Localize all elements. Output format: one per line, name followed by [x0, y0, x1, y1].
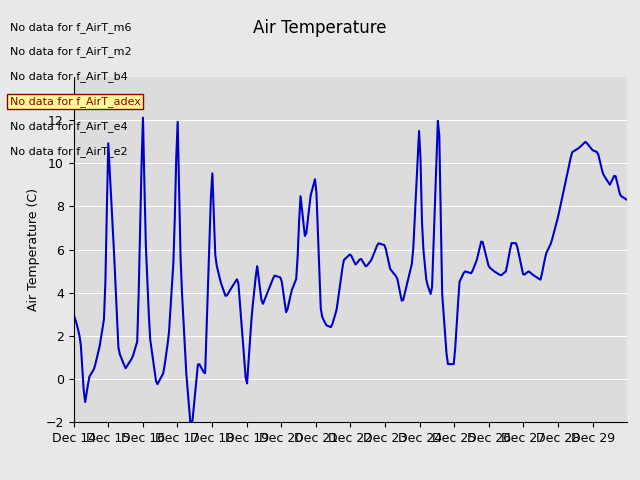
Text: No data for f_AirT_e2: No data for f_AirT_e2 [10, 146, 127, 157]
Text: No data for f_AirT_e4: No data for f_AirT_e4 [10, 121, 127, 132]
Text: No data for f_AirT_adex: No data for f_AirT_adex [10, 96, 140, 108]
Text: No data for f_AirT_m6: No data for f_AirT_m6 [10, 22, 131, 33]
Y-axis label: Air Temperature (C): Air Temperature (C) [27, 188, 40, 311]
Text: No data for f_AirT_m2: No data for f_AirT_m2 [10, 47, 131, 58]
Text: No data for f_AirT_b4: No data for f_AirT_b4 [10, 72, 127, 83]
Text: Air Temperature: Air Temperature [253, 19, 387, 37]
